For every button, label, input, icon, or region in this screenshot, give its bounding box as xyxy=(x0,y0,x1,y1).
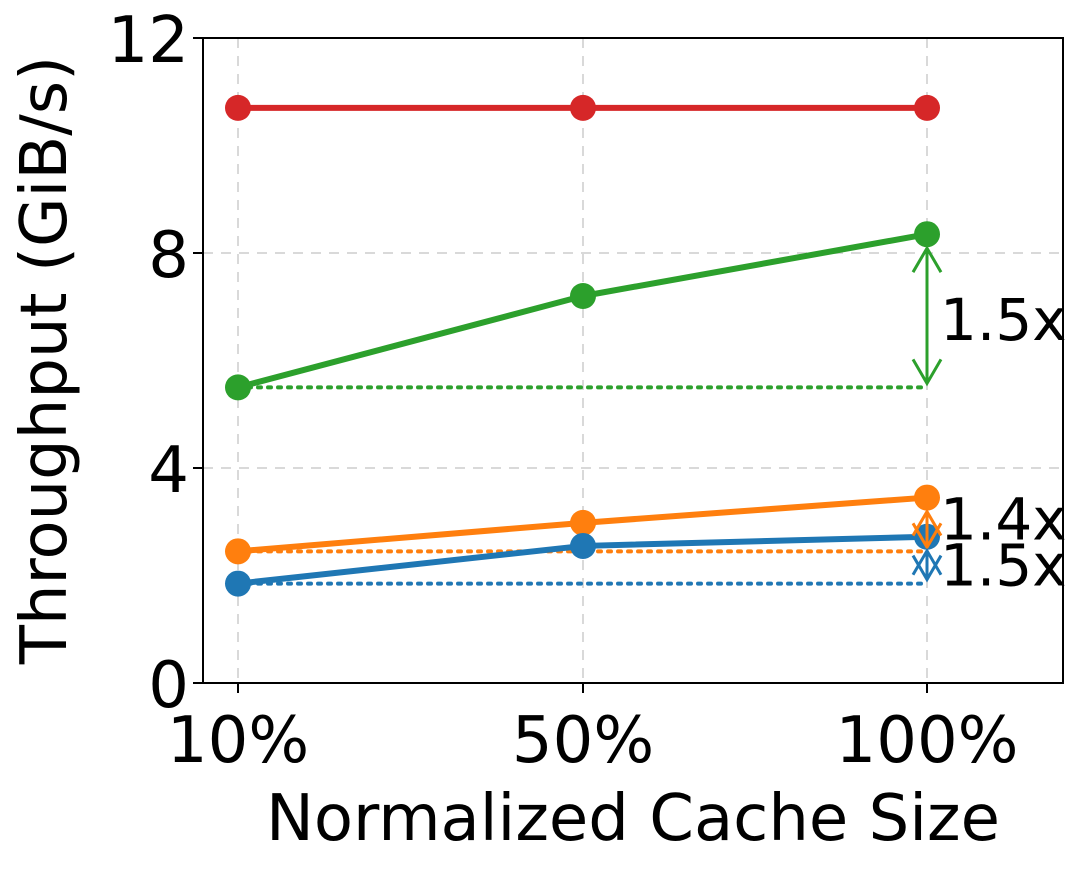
y-tick-label: 0 xyxy=(148,649,189,723)
orange-ratio-label: 1.4x xyxy=(940,486,1067,554)
x-tick-label: 50% xyxy=(512,704,654,778)
blue-ratio-arrow-head-down xyxy=(911,554,943,583)
green-ratio-annotation: 1.5x xyxy=(911,245,1067,387)
y-tick-label: 4 xyxy=(148,434,189,508)
green-data-point xyxy=(225,374,251,401)
orange-ratio-arrow-head-up xyxy=(911,508,943,537)
plot-frame xyxy=(202,37,1064,684)
series-layer xyxy=(225,94,940,597)
green-data-point xyxy=(570,283,596,309)
x-tick-label: 10% xyxy=(167,704,309,778)
orange-data-point xyxy=(914,484,940,511)
red-data-point xyxy=(914,94,940,121)
blue-ratio-arrow-head-up xyxy=(911,547,943,576)
orange-ratio-arrow-head-down xyxy=(911,522,943,551)
green-ratio-arrow-head-down xyxy=(911,358,943,387)
green-data-point xyxy=(914,221,940,248)
y-tick-label: 8 xyxy=(148,219,189,293)
blue-data-point xyxy=(225,570,251,597)
orange-data-point xyxy=(225,538,251,565)
y-axis: 0 4 8 12 xyxy=(108,4,203,723)
y-tick-label: 12 xyxy=(108,4,189,78)
blue-ratio-annotation: 1.5x xyxy=(911,532,1067,600)
x-axis-label: Normalized Cache Size xyxy=(266,782,1000,856)
y-axis-label: Throughput (GiB/s) xyxy=(8,56,82,665)
x-tick-label: 100% xyxy=(836,704,1019,778)
x-axis: 10% 50% 100% xyxy=(167,683,1019,778)
red-data-point xyxy=(570,94,596,121)
green-ratio-arrow-head-up xyxy=(911,245,943,273)
blue-ratio-label: 1.5x xyxy=(940,532,1067,600)
green-ratio-label: 1.5x xyxy=(940,286,1067,354)
orange-ratio-annotation: 1.4x xyxy=(911,486,1067,554)
blue-data-point xyxy=(570,532,596,559)
red-data-point xyxy=(225,94,251,121)
orange-data-point xyxy=(570,509,596,536)
annotation-layer: 1.5x1.4x1.5x xyxy=(911,245,1067,600)
